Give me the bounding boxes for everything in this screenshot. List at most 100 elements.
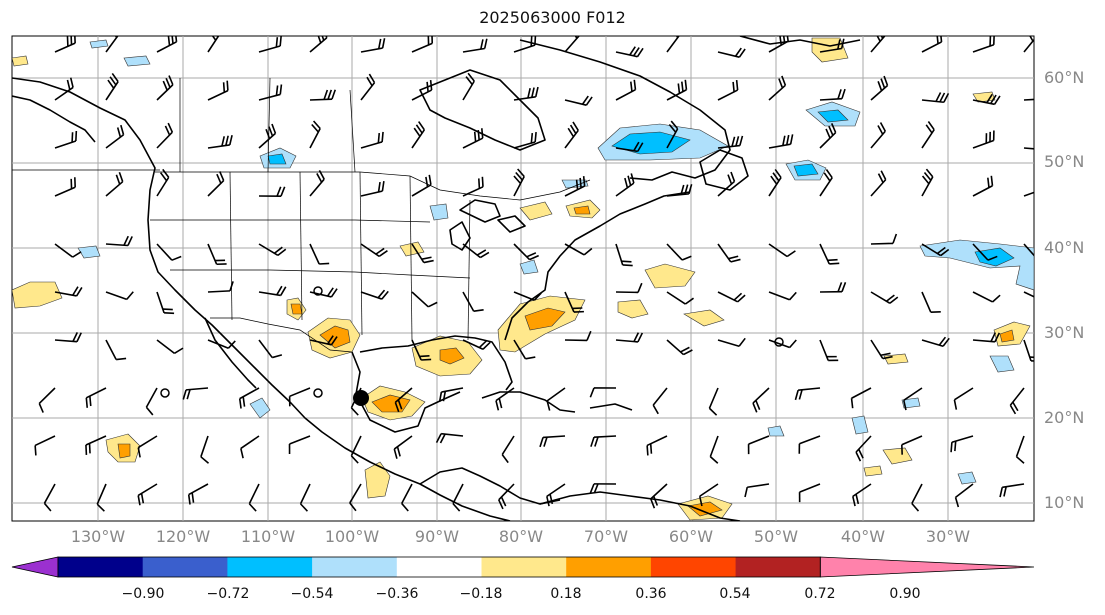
wind-barb (972, 130, 995, 149)
wind-barb (652, 387, 668, 415)
wind-barb (708, 387, 719, 416)
wind-barb (1023, 147, 1034, 150)
lat-label-60n: 60°N (1044, 68, 1085, 87)
wind-barb (1009, 387, 1025, 415)
wind-barb (1015, 435, 1025, 464)
wind-barb (870, 122, 886, 149)
wind-barb (717, 135, 744, 149)
wind-barb (393, 435, 413, 459)
wind-barb (462, 339, 491, 351)
wind-barb (309, 120, 321, 149)
wind-barb (902, 387, 923, 411)
wind-barb (34, 435, 56, 456)
positive-field-patch (617, 299, 649, 319)
wind-barb (54, 243, 82, 258)
positive-field-patch (12, 281, 63, 309)
wind-barb (1023, 243, 1034, 257)
wind-barb (921, 291, 941, 313)
wind-barb (156, 243, 182, 261)
wind-barb (539, 435, 566, 448)
wind-barb (747, 435, 770, 455)
wind-barb (972, 175, 994, 197)
wind-barb (972, 93, 1001, 106)
map-frame (11, 35, 1035, 522)
wind-barb (870, 291, 899, 304)
positive-field-patch (117, 443, 131, 459)
wind-barb (768, 134, 794, 149)
wind-barb (768, 36, 789, 53)
wind-barb (564, 176, 586, 197)
negative-field-patch (123, 55, 151, 67)
wind-barb (156, 168, 170, 197)
wind-barb (590, 435, 617, 447)
wind-barb (411, 174, 432, 197)
wind-barb (972, 36, 995, 53)
wind-barb (495, 387, 515, 411)
colorbar-segment (481, 557, 567, 577)
wind-barb (1023, 191, 1034, 197)
wind-barb (238, 387, 260, 409)
wind-barb (258, 243, 287, 257)
wind-barb (717, 171, 736, 197)
wind-barb (105, 171, 124, 197)
wind-barb (564, 121, 579, 149)
colorbar-tick: −0.90 (121, 586, 165, 602)
wind-barb (768, 339, 797, 349)
wind-barb (666, 184, 693, 197)
wind-barb (105, 124, 125, 149)
wind-barb (513, 243, 539, 261)
wind-barb (513, 131, 537, 149)
wind-barb (855, 435, 872, 462)
wind-barb (870, 75, 889, 101)
wind-barb (921, 36, 943, 53)
wind-barb (666, 243, 692, 261)
lon-label-70w: 70°W (583, 527, 629, 546)
wind-barb (717, 337, 746, 347)
wind-barb (258, 123, 277, 149)
lat-label-10n: 10°N (1044, 493, 1085, 512)
colorbar-segment (396, 557, 482, 577)
wind-barb (798, 483, 821, 503)
wind-barb (54, 332, 82, 343)
lon-label-90w: 90°W (414, 527, 460, 546)
wind-barb (54, 130, 78, 149)
wind-barb (350, 435, 362, 464)
wind-barb (698, 483, 719, 507)
wind-barb (954, 483, 974, 508)
wind-barb (768, 243, 796, 258)
wind-barb (309, 36, 328, 53)
wind-barb (513, 36, 537, 53)
wind-barb (96, 483, 107, 512)
wind-barb (258, 84, 283, 101)
positive-field-patch (644, 263, 696, 289)
wind-barb (156, 36, 178, 53)
wind-barb (717, 291, 746, 303)
wind-barb (615, 46, 644, 58)
wind-barb (309, 89, 337, 101)
wind-barb (411, 291, 438, 308)
wind-barb (38, 387, 56, 413)
wind-barb (513, 86, 539, 101)
wind-barb (360, 289, 389, 300)
wind-barb (400, 483, 413, 512)
positive-field-patch (683, 309, 725, 327)
wind-barb (972, 291, 1001, 303)
wind-barb (105, 36, 119, 53)
wind-barb (54, 77, 74, 101)
negative-field-patch (429, 203, 449, 221)
wind-barb (462, 128, 484, 149)
wind-barb (207, 243, 227, 266)
colorbar-tick: 0.54 (719, 586, 751, 602)
colorbar-segment (735, 557, 821, 577)
wind-barb (717, 47, 746, 58)
wind-barb (43, 483, 56, 512)
wind-barb (462, 72, 475, 101)
lon-label-30w: 30°W (925, 527, 971, 546)
positive-field-patch (999, 329, 1015, 343)
negative-field-patch (957, 471, 977, 485)
wind-barb (309, 170, 325, 197)
wind-barb (850, 387, 872, 409)
wind-barb (999, 483, 1025, 498)
wind-barb (870, 233, 898, 245)
positive-field-patch (863, 465, 883, 477)
